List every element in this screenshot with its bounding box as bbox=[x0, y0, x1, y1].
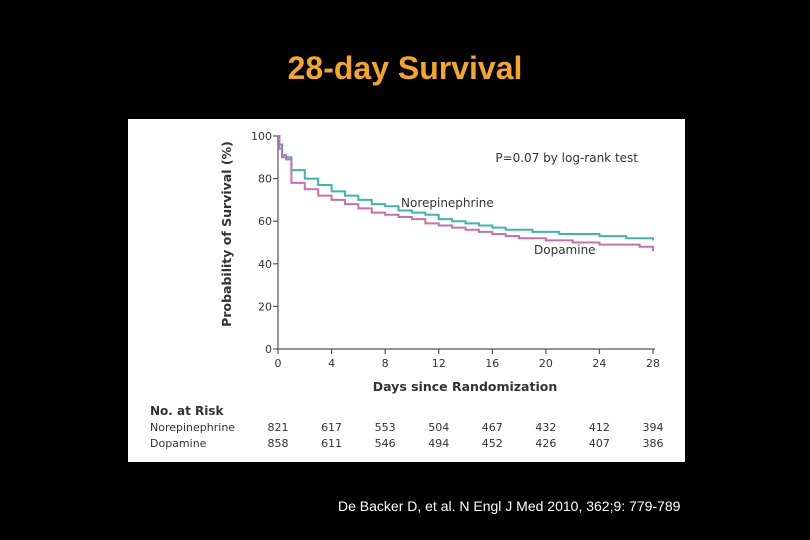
legend-label-norepinephrine: Norepinephrine bbox=[401, 196, 494, 210]
x-tick-label-24: 24 bbox=[592, 357, 606, 370]
risk-value-dopamine-day-28: 386 bbox=[643, 437, 664, 450]
risk-row-label-norepinephrine: Norepinephrine bbox=[150, 421, 235, 434]
risk-value-dopamine-day-0: 858 bbox=[268, 437, 289, 450]
risk-value-norepinephrine-day-28: 394 bbox=[643, 421, 664, 434]
survival-figure: 0 20 40 60 80 100 0 4 8 12 16 20 24 28 Probability of… bbox=[128, 119, 685, 462]
series-lines bbox=[278, 135, 654, 252]
risk-value-norepinephrine-day-4: 617 bbox=[321, 421, 342, 434]
y-tick-label-20: 20 bbox=[258, 300, 272, 313]
risk-value-norepinephrine-day-24: 412 bbox=[589, 421, 610, 434]
x-tick-label-20: 20 bbox=[539, 357, 553, 370]
y-tick-label-80: 80 bbox=[258, 173, 272, 186]
risk-value-norepinephrine-day-12: 504 bbox=[428, 421, 449, 434]
x-tick-label-28: 28 bbox=[646, 357, 660, 370]
x-tick-label-0: 0 bbox=[275, 357, 282, 370]
p-value-annotation: P=0.07 by log-rank test bbox=[495, 151, 638, 165]
y-tick-label-40: 40 bbox=[258, 258, 272, 271]
risk-value-norepinephrine-day-8: 553 bbox=[375, 421, 396, 434]
slide-title: 28-day Survival bbox=[287, 50, 523, 86]
risk-row-label-dopamine: Dopamine bbox=[150, 437, 207, 450]
risk-table-heading: No. at Risk bbox=[150, 404, 225, 418]
x-axis-title: Days since Randomization bbox=[373, 379, 558, 394]
risk-value-dopamine-day-8: 546 bbox=[375, 437, 396, 450]
series-line-norepinephrine bbox=[278, 135, 654, 241]
risk-value-norepinephrine-day-20: 432 bbox=[535, 421, 556, 434]
risk-value-norepinephrine-day-16: 467 bbox=[482, 421, 503, 434]
number-at-risk-table: No. at Risk Norepinephrine Dopamine 821 6… bbox=[150, 404, 664, 450]
risk-value-dopamine-day-4: 611 bbox=[321, 437, 342, 450]
axes: 0 20 40 60 80 100 0 4 8 12 16 20 24 28 bbox=[251, 130, 660, 370]
y-tick-label-100: 100 bbox=[251, 130, 272, 143]
risk-value-dopamine-day-20: 426 bbox=[535, 437, 556, 450]
y-tick-label-0: 0 bbox=[265, 343, 272, 356]
risk-value-dopamine-day-24: 407 bbox=[589, 437, 610, 450]
x-tick-label-8: 8 bbox=[382, 357, 389, 370]
series-line-dopamine bbox=[278, 135, 654, 252]
risk-value-norepinephrine-day-0: 821 bbox=[268, 421, 289, 434]
kaplan-meier-chart: 0 20 40 60 80 100 0 4 8 12 16 20 24 28 Probability of… bbox=[150, 130, 664, 450]
legend-label-dopamine: Dopamine bbox=[534, 243, 596, 257]
x-tick-label-12: 12 bbox=[432, 357, 446, 370]
risk-value-dopamine-day-12: 494 bbox=[428, 437, 449, 450]
x-tick-label-16: 16 bbox=[485, 357, 499, 370]
risk-value-dopamine-day-16: 452 bbox=[482, 437, 503, 450]
citation: De Backer D, et al. N Engl J Med 2010, 3… bbox=[338, 498, 681, 514]
x-tick-label-4: 4 bbox=[328, 357, 335, 370]
y-axis-title: Probability of Survival (%) bbox=[219, 141, 234, 327]
y-tick-label-60: 60 bbox=[258, 215, 272, 228]
